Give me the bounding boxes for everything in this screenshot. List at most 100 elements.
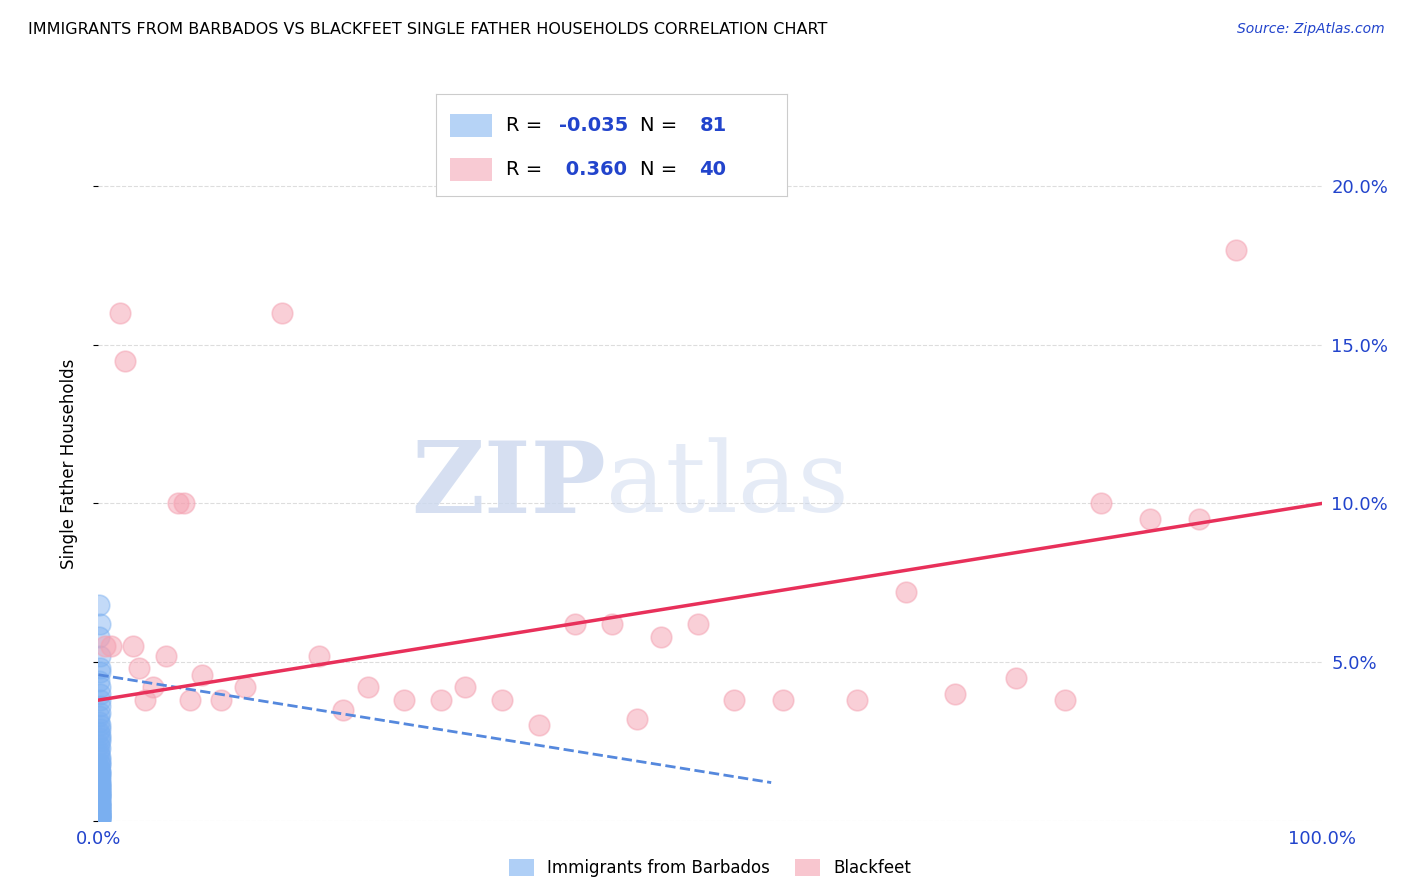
Point: [142, 681, 165, 695]
Point: [89, 665, 111, 679]
Point: [93, 639, 115, 653]
Point: [89, 810, 111, 824]
Point: [89, 756, 111, 771]
Point: [89, 779, 111, 793]
Point: [89, 795, 111, 809]
Point: [89, 617, 111, 632]
Point: [392, 693, 416, 707]
Point: [89, 772, 111, 787]
Text: -0.035: -0.035: [560, 116, 628, 135]
Point: [89, 785, 111, 799]
Point: [89, 810, 111, 824]
Point: [89, 807, 111, 822]
Point: [89, 724, 111, 739]
Point: [600, 617, 623, 632]
Point: [89, 804, 111, 818]
Point: [89, 797, 111, 812]
Point: [89, 797, 111, 812]
Point: [89, 738, 111, 752]
Point: [128, 661, 150, 675]
Point: [772, 693, 794, 707]
Legend: Immigrants from Barbados, Blackfeet: Immigrants from Barbados, Blackfeet: [502, 852, 918, 884]
Point: [89, 769, 111, 783]
Point: [89, 781, 111, 796]
Point: [89, 687, 111, 701]
Point: [110, 306, 132, 320]
Point: [89, 789, 111, 803]
Text: atlas: atlas: [606, 437, 849, 533]
Point: [89, 740, 111, 755]
Point: [564, 617, 586, 632]
Point: [209, 693, 232, 707]
Point: [894, 585, 917, 599]
Point: [1090, 496, 1112, 510]
Point: [89, 763, 111, 777]
Point: [650, 630, 672, 644]
Point: [89, 810, 111, 824]
Point: [89, 801, 111, 815]
Text: 0.360: 0.360: [560, 160, 627, 179]
Point: [134, 693, 156, 707]
Point: [89, 785, 111, 799]
Point: [89, 750, 111, 764]
Point: [89, 734, 111, 748]
Point: [114, 353, 136, 368]
Text: 81: 81: [700, 116, 727, 135]
Point: [87, 744, 110, 758]
Point: [1139, 512, 1161, 526]
Point: [89, 769, 111, 783]
Point: [89, 674, 111, 689]
Point: [491, 693, 513, 707]
Text: R =: R =: [506, 116, 548, 135]
Point: [89, 801, 111, 815]
Point: [179, 693, 201, 707]
Point: [89, 814, 111, 828]
Point: [89, 756, 111, 771]
Point: [89, 781, 111, 796]
Point: [89, 804, 111, 818]
Point: [89, 797, 111, 812]
Point: [89, 789, 111, 803]
Text: 40: 40: [700, 160, 727, 179]
Text: R =: R =: [506, 160, 548, 179]
Point: [89, 810, 111, 824]
Point: [356, 681, 378, 695]
Point: [100, 639, 122, 653]
Point: [155, 648, 177, 663]
Point: [89, 681, 111, 695]
Point: [89, 731, 111, 746]
Point: [723, 693, 745, 707]
Point: [89, 795, 111, 809]
Point: [89, 797, 111, 812]
Point: [89, 630, 111, 644]
Point: [89, 791, 111, 805]
Bar: [450, 114, 492, 136]
Point: [527, 718, 550, 732]
Point: [89, 775, 111, 789]
Point: [89, 766, 111, 780]
Point: [89, 661, 111, 675]
Point: [1225, 243, 1247, 257]
Point: [1004, 671, 1026, 685]
Point: [89, 715, 111, 730]
Point: [89, 722, 111, 736]
Point: [89, 772, 111, 787]
Point: [845, 693, 868, 707]
Point: [89, 699, 111, 714]
Point: [454, 681, 477, 695]
Point: [89, 753, 111, 767]
Point: [89, 804, 111, 818]
Point: [89, 791, 111, 805]
Text: Source: ZipAtlas.com: Source: ZipAtlas.com: [1237, 22, 1385, 37]
Point: [89, 706, 111, 720]
Point: [89, 760, 111, 774]
Point: [89, 814, 111, 828]
Point: [173, 496, 195, 510]
Point: [167, 496, 190, 510]
Point: [89, 801, 111, 815]
Text: N =: N =: [640, 116, 683, 135]
Point: [89, 747, 111, 761]
Point: [89, 807, 111, 822]
Point: [1188, 512, 1211, 526]
Point: [89, 810, 111, 824]
